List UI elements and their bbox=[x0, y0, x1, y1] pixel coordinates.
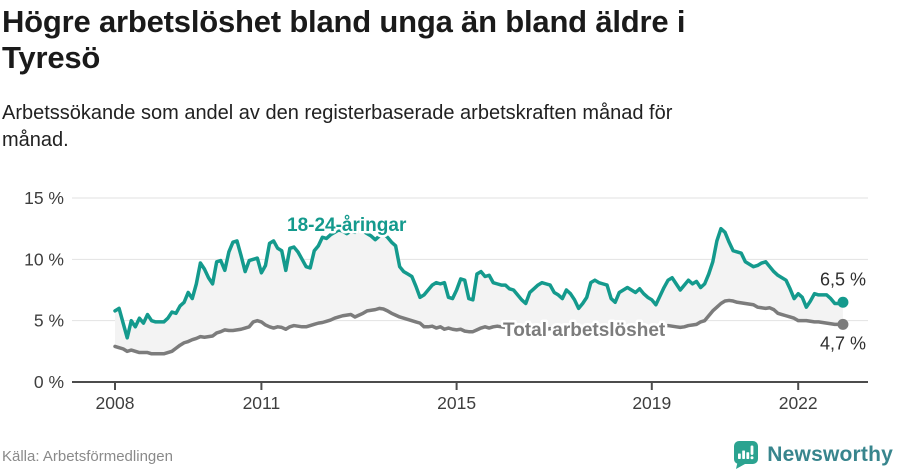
x-tick-label: 2008 bbox=[96, 393, 135, 413]
page-title-line-2: Tyresö bbox=[2, 40, 101, 75]
newsworthy-logo: Newsworthy bbox=[732, 440, 893, 470]
band-fill bbox=[115, 228, 843, 354]
source-note: Källa: Arbetsförmedlingen bbox=[2, 448, 173, 465]
newsworthy-wordmark: Newsworthy bbox=[767, 443, 893, 466]
page-title-line-1: Högre arbetslöshet bland unga än bland ä… bbox=[2, 4, 686, 39]
total-end-dot bbox=[837, 318, 849, 330]
y-tick-label: 0 % bbox=[34, 372, 64, 392]
youth-series-label: 18-24-åringar bbox=[287, 215, 407, 236]
youth-line bbox=[113, 226, 845, 340]
page-subtitle-line-2: månad. bbox=[2, 129, 69, 151]
total-end-value: 4,7 % bbox=[820, 333, 866, 353]
x-tick-label: 2019 bbox=[632, 393, 671, 413]
page-subtitle: Arbetssökande som andel av den registerb… bbox=[2, 100, 862, 154]
x-tick-label: 2011 bbox=[243, 393, 281, 413]
page-title: Högre arbetslöshet bland unga än bland ä… bbox=[2, 4, 882, 76]
youth-end-value: 6,5 % bbox=[820, 269, 866, 289]
page-subtitle-line-1: Arbetssökande som andel av den registerb… bbox=[2, 102, 673, 124]
y-tick-label: 10 % bbox=[24, 249, 64, 269]
x-tick-label: 2015 bbox=[437, 393, 476, 413]
total-line bbox=[113, 298, 845, 356]
newsworthy-icon bbox=[734, 441, 759, 469]
x-tick-label: 2022 bbox=[779, 393, 818, 413]
total-series-label: Total arbetslöshet bbox=[503, 320, 666, 341]
y-tick-label: 5 % bbox=[34, 311, 64, 331]
y-tick-label: 15 % bbox=[24, 188, 64, 208]
youth-end-dot bbox=[837, 296, 849, 308]
